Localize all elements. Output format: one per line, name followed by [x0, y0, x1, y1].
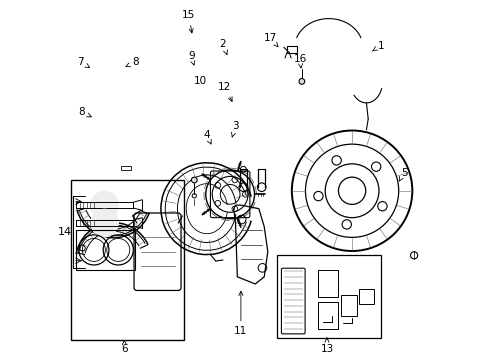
Bar — [121, 166, 131, 170]
Text: 1: 1 — [371, 41, 383, 51]
Text: 3: 3 — [231, 121, 238, 137]
Text: 15: 15 — [182, 10, 195, 33]
Text: 10: 10 — [193, 76, 206, 86]
Text: 8: 8 — [126, 57, 138, 67]
Text: 7: 7 — [77, 57, 89, 68]
Text: 17: 17 — [263, 33, 277, 47]
Circle shape — [90, 191, 119, 220]
Bar — [76, 230, 135, 270]
Bar — [70, 180, 183, 339]
Bar — [341, 295, 357, 316]
Text: 2: 2 — [219, 39, 227, 54]
Bar — [317, 302, 337, 329]
Circle shape — [191, 177, 197, 183]
Text: 12: 12 — [218, 82, 232, 102]
Bar — [317, 270, 337, 297]
Circle shape — [298, 78, 304, 84]
Text: 14: 14 — [58, 227, 72, 237]
Bar — [359, 289, 373, 304]
Bar — [276, 255, 380, 338]
Bar — [286, 46, 296, 53]
Text: 5: 5 — [398, 168, 407, 181]
Text: 16: 16 — [293, 54, 306, 68]
Text: 4: 4 — [203, 130, 211, 144]
Circle shape — [90, 209, 119, 237]
Text: 6: 6 — [121, 341, 127, 354]
Text: 8: 8 — [78, 107, 91, 117]
Text: 11: 11 — [234, 291, 247, 336]
Text: 9: 9 — [188, 51, 194, 65]
Text: 13: 13 — [320, 338, 333, 354]
